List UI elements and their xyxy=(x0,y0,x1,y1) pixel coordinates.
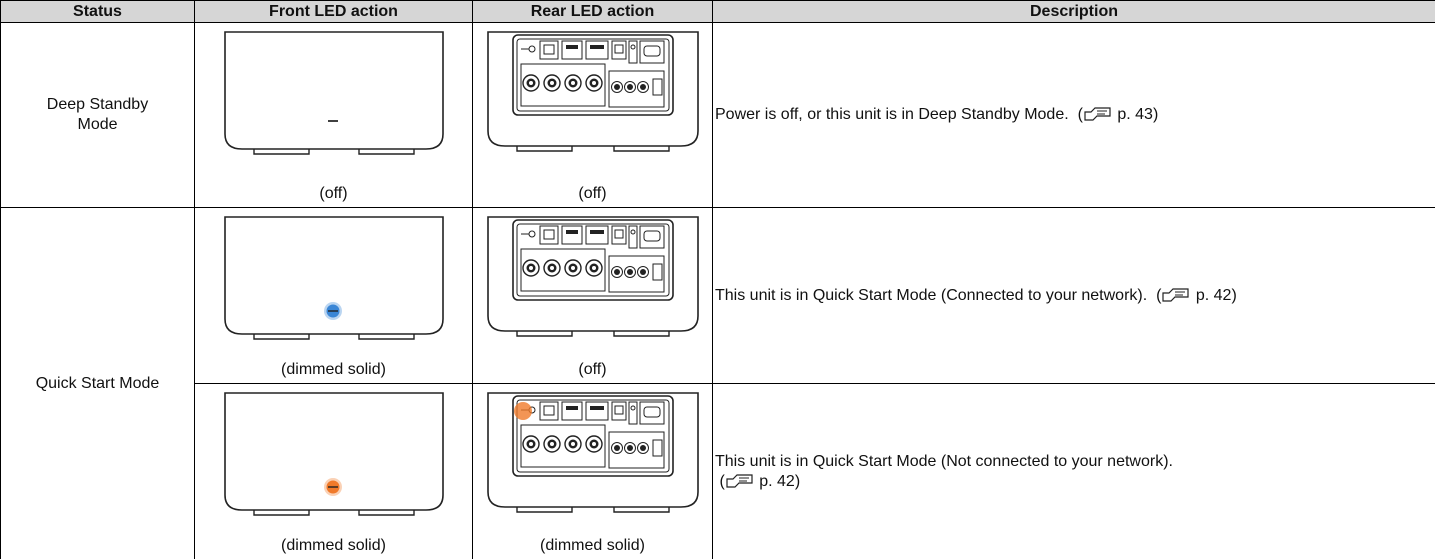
page-ref-text: p. 42 xyxy=(1195,286,1232,304)
description: Power is off, or this unit is in Deep St… xyxy=(712,22,1435,208)
rear-cell: (dimmed solid) xyxy=(472,383,713,559)
front-cell: (dimmed solid) xyxy=(194,383,473,559)
caption: (dimmed solid) xyxy=(540,537,645,554)
description-text: This unit is in Quick Start Mode (Connec… xyxy=(715,286,1148,304)
caption: (off) xyxy=(319,185,348,202)
rear-cell: (off) xyxy=(472,207,713,384)
rear-unit-image xyxy=(473,392,712,517)
status: Deep Standby Mode xyxy=(0,22,195,208)
rear-unit-image xyxy=(473,31,712,156)
caption: (off) xyxy=(578,361,607,378)
front-cell: (dimmed solid) xyxy=(194,207,473,384)
header-cell: Rear LED action xyxy=(472,0,713,23)
description-text: Power is off, or this unit is in Deep St… xyxy=(715,106,1069,123)
rear-cell: (off) xyxy=(472,22,713,208)
row: (dimmed solid) (dimmed solid) This unit … xyxy=(1,383,1435,559)
front-unit xyxy=(223,31,444,155)
header-cell: Front LED action xyxy=(194,0,473,23)
reference-icon xyxy=(1162,287,1190,302)
page-ref: ( p. 43) xyxy=(1077,106,1159,123)
rear-unit-image xyxy=(473,216,712,341)
reference-icon xyxy=(726,473,753,488)
page-ref: ( p. 42) xyxy=(1156,286,1237,304)
caption: (dimmed solid) xyxy=(281,537,386,554)
header-cell: Status xyxy=(0,0,195,23)
front-unit-image xyxy=(195,392,472,517)
page-ref: ( p. 42) xyxy=(715,472,801,490)
front-unit xyxy=(223,392,444,516)
reference-icon xyxy=(1084,107,1111,121)
rear-unit xyxy=(486,31,699,152)
front-cell: (off) xyxy=(194,22,473,208)
description: This unit is in Quick Start Mode (Not co… xyxy=(712,383,1435,559)
caption: (dimmed solid) xyxy=(281,361,386,378)
rear-unit xyxy=(486,216,699,337)
row: Quick Start Mode (dimmed solid) (off) Th… xyxy=(0,207,1435,559)
front-unit-image xyxy=(195,31,472,156)
front-unit xyxy=(223,216,444,340)
description: This unit is in Quick Start Mode (Connec… xyxy=(712,207,1435,384)
front-unit-image xyxy=(195,216,472,341)
header-row: Status Front LED action Rear LED action … xyxy=(0,0,1435,23)
page-ref-text: p. 43 xyxy=(1117,106,1153,123)
status: Quick Start Mode xyxy=(0,207,195,559)
rear-unit xyxy=(486,392,699,513)
page-ref-text: p. 42 xyxy=(759,472,795,490)
description-text: This unit is in Quick Start Mode (Not co… xyxy=(715,452,1173,470)
caption: (off) xyxy=(578,185,607,202)
row: Deep Standby Mode (off) (off) Power is o… xyxy=(0,22,1435,208)
header-cell: Description xyxy=(712,0,1435,23)
